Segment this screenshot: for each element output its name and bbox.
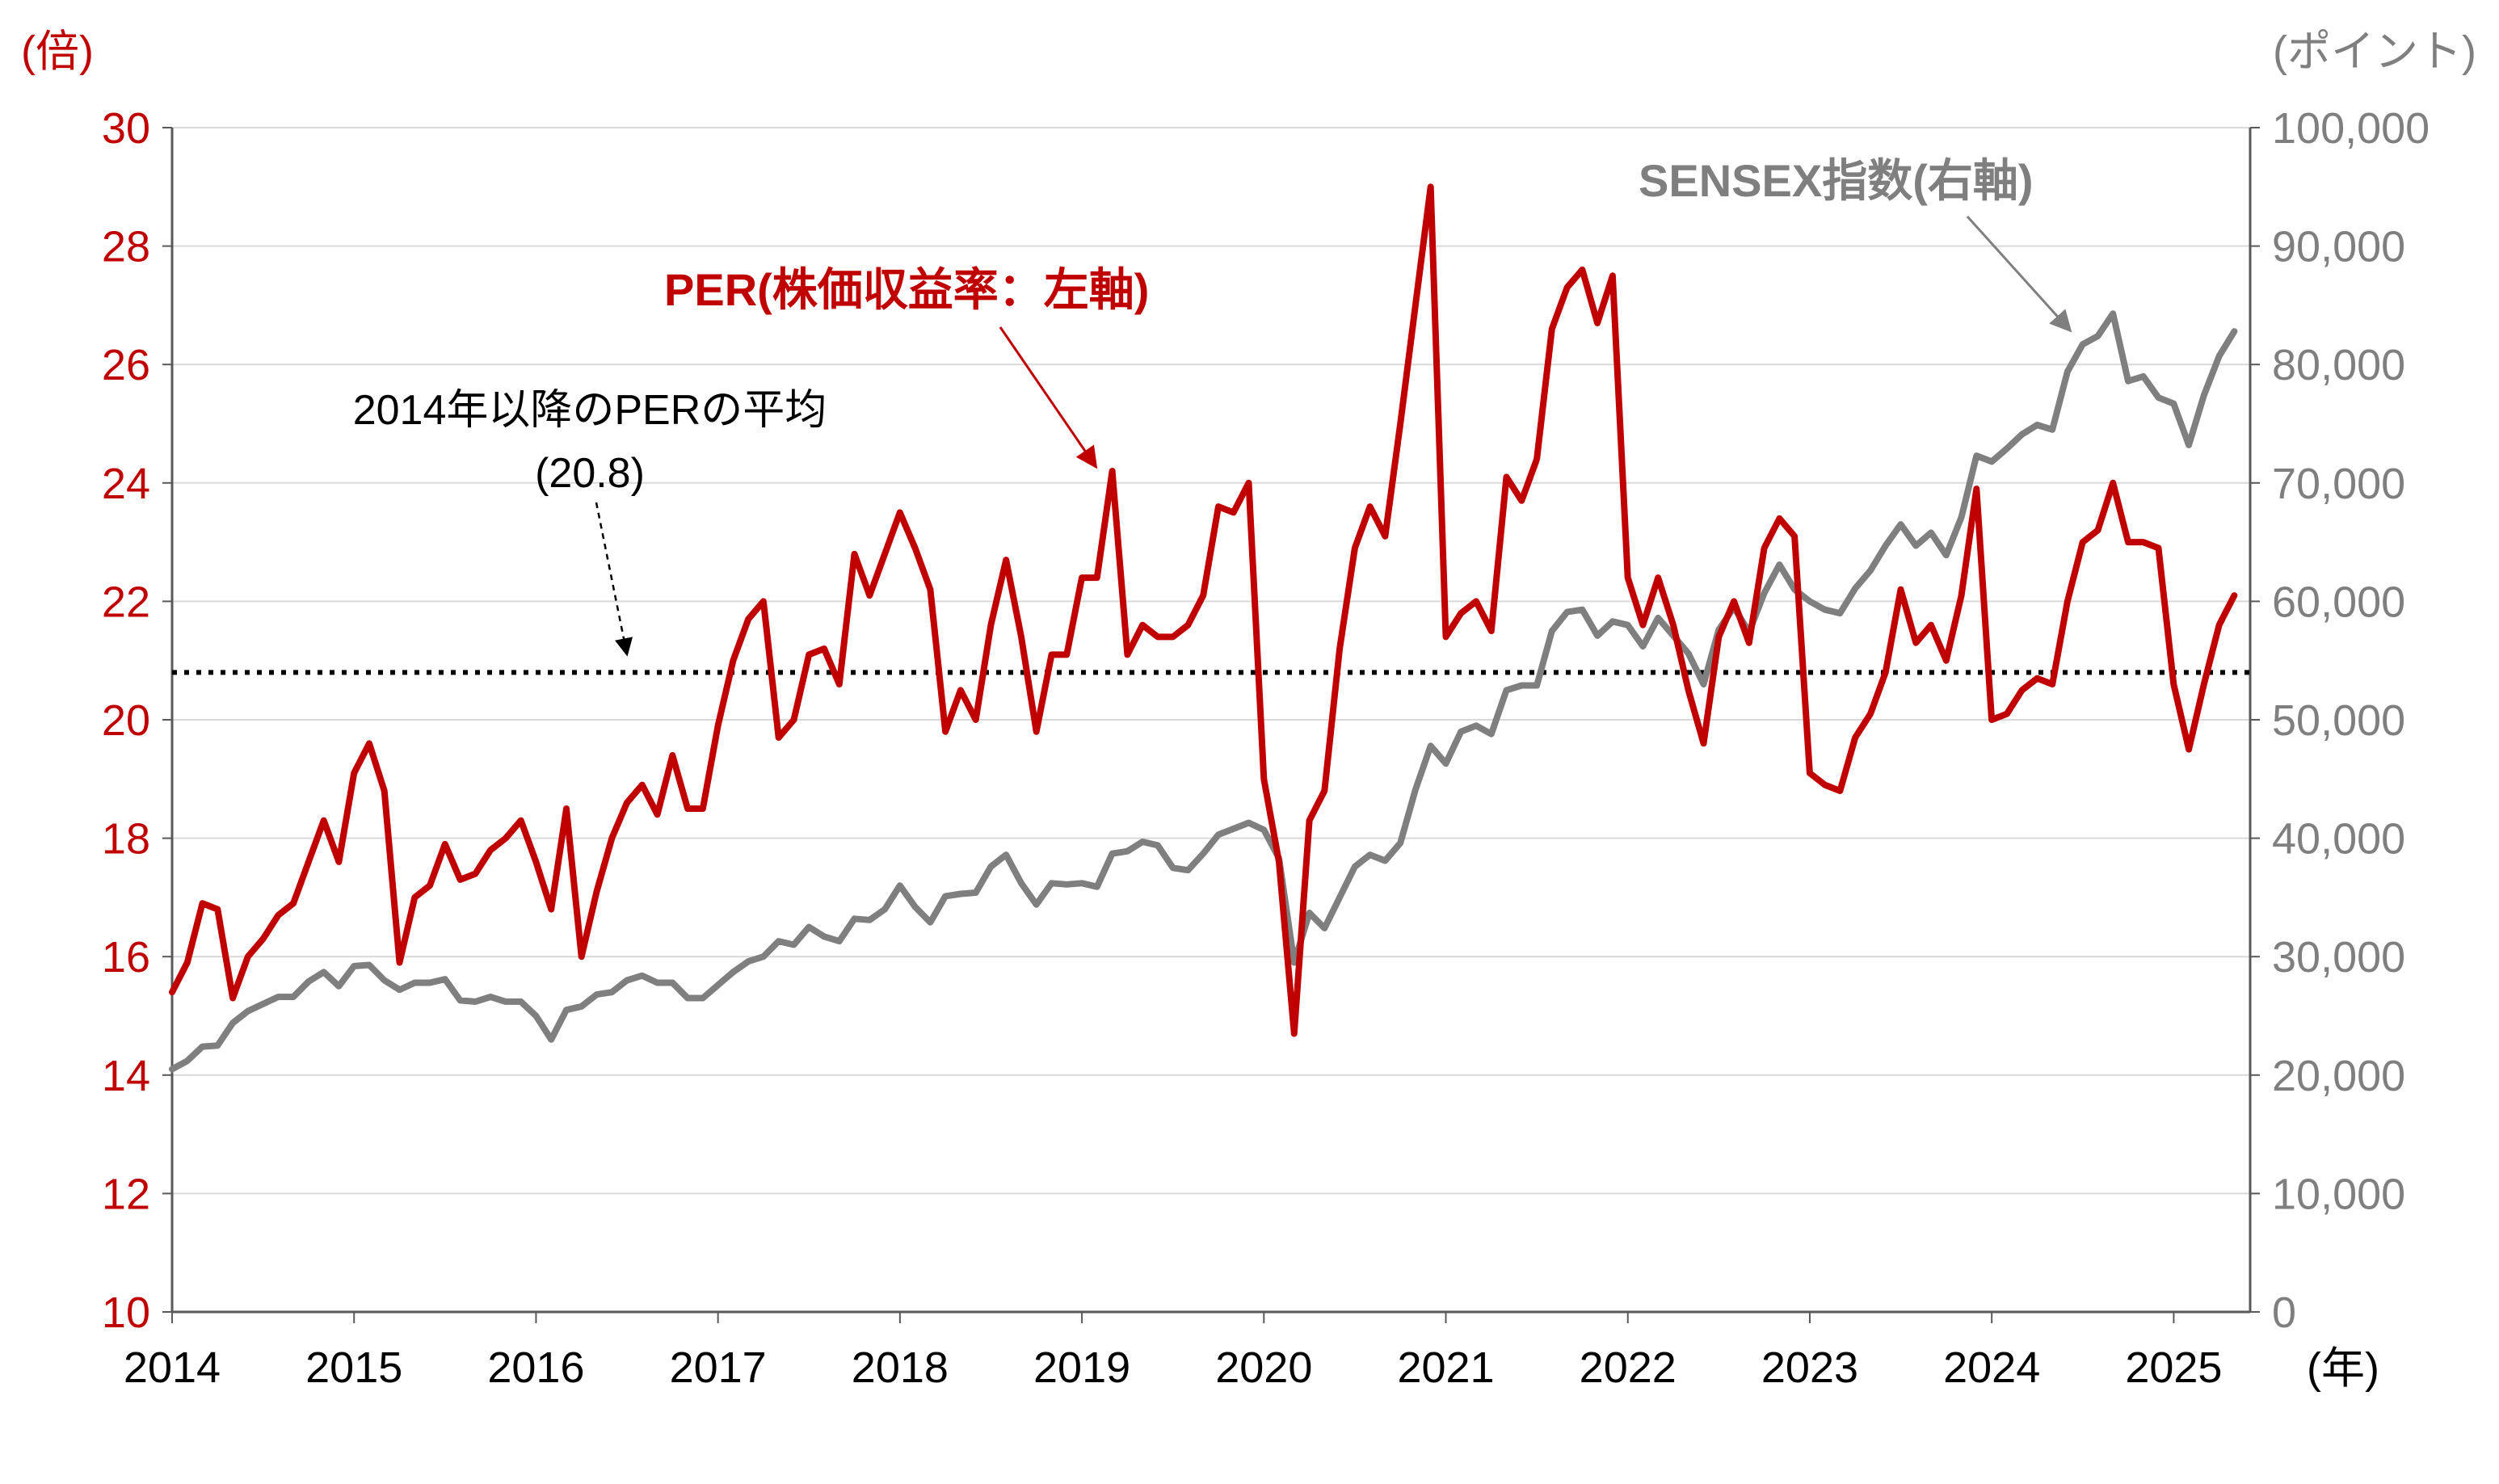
x-tick-label: 2021 (1397, 1343, 1494, 1392)
gridlines (172, 127, 2250, 1195)
x-tick-label: 2019 (1033, 1343, 1130, 1392)
sensex-label-arrow (1966, 215, 2072, 333)
left-axis-unit: (倍) (21, 27, 94, 76)
x-tick-label: 2024 (1943, 1343, 2040, 1392)
x-tick-label: 2020 (1215, 1343, 1312, 1392)
right-tick-label: 90,000 (2272, 223, 2405, 271)
series-layer (169, 183, 2250, 1073)
left-tick-label: 10 (102, 1289, 150, 1337)
right-axis-unit: (ポイント) (2273, 27, 2476, 76)
sensex-series-line (169, 310, 2238, 1073)
right-tick-label: 100,000 (2272, 104, 2430, 153)
left-tick-label: 24 (102, 460, 150, 508)
average-label-arrow (595, 502, 633, 657)
left-tick-label: 16 (102, 933, 150, 982)
per-series-label: PER(株価収益率：左軸) (664, 264, 1149, 315)
right-tick-label: 30,000 (2272, 933, 2405, 982)
left-tick-label: 30 (102, 104, 150, 153)
right-tick-label: 0 (2272, 1289, 2296, 1337)
per-series-line (169, 183, 2238, 1037)
x-tick-label: 2018 (852, 1343, 949, 1392)
x-tick-label: 2016 (487, 1343, 584, 1392)
per-label-arrow (999, 326, 1098, 469)
right-tick-label: 40,000 (2272, 815, 2405, 864)
right-tick-label: 60,000 (2272, 578, 2405, 626)
left-tick-label: 20 (102, 696, 150, 745)
x-tick-label: 2015 (305, 1343, 402, 1392)
sensex-series-label: SENSEX指数(右軸) (1639, 155, 2034, 206)
annotations: (倍) (ポイント) (年) PER(株価収益率：左軸) SENSEX指数(右軸… (21, 27, 2476, 1393)
right-tick-label: 50,000 (2272, 696, 2405, 745)
right-axis-ticks: 0 10,000 20,000 30,000 40,000 50,000 60,000 70,… (2250, 104, 2430, 1337)
right-tick-label: 20,000 (2272, 1052, 2405, 1100)
left-tick-label: 28 (102, 223, 150, 271)
left-tick-label: 18 (102, 815, 150, 864)
right-tick-label: 70,000 (2272, 460, 2405, 508)
x-axis-unit: (年) (2307, 1344, 2379, 1393)
right-tick-label: 10,000 (2272, 1170, 2405, 1218)
x-tick-label: 2022 (1580, 1343, 1677, 1392)
x-tick-label: 2014 (124, 1343, 221, 1392)
left-axis-ticks: 10 12 14 16 18 20 22 24 26 28 30 (102, 104, 172, 1337)
x-tick-label: 2023 (1761, 1343, 1858, 1392)
left-tick-label: 14 (102, 1052, 150, 1100)
left-tick-label: 12 (102, 1170, 150, 1218)
average-value-label: (20.8) (535, 450, 645, 497)
left-tick-label: 22 (102, 578, 150, 626)
average-label: 2014年以降のPERの平均 (353, 387, 827, 434)
x-tick-label: 2017 (670, 1343, 767, 1392)
x-tick-label: 2025 (2125, 1343, 2222, 1392)
left-tick-label: 26 (102, 341, 150, 389)
right-tick-label: 80,000 (2272, 341, 2405, 389)
x-axis-ticks: 2014 2015 2016 2017 2018 2019 2020 2021 2022 2023… (124, 1312, 2222, 1392)
